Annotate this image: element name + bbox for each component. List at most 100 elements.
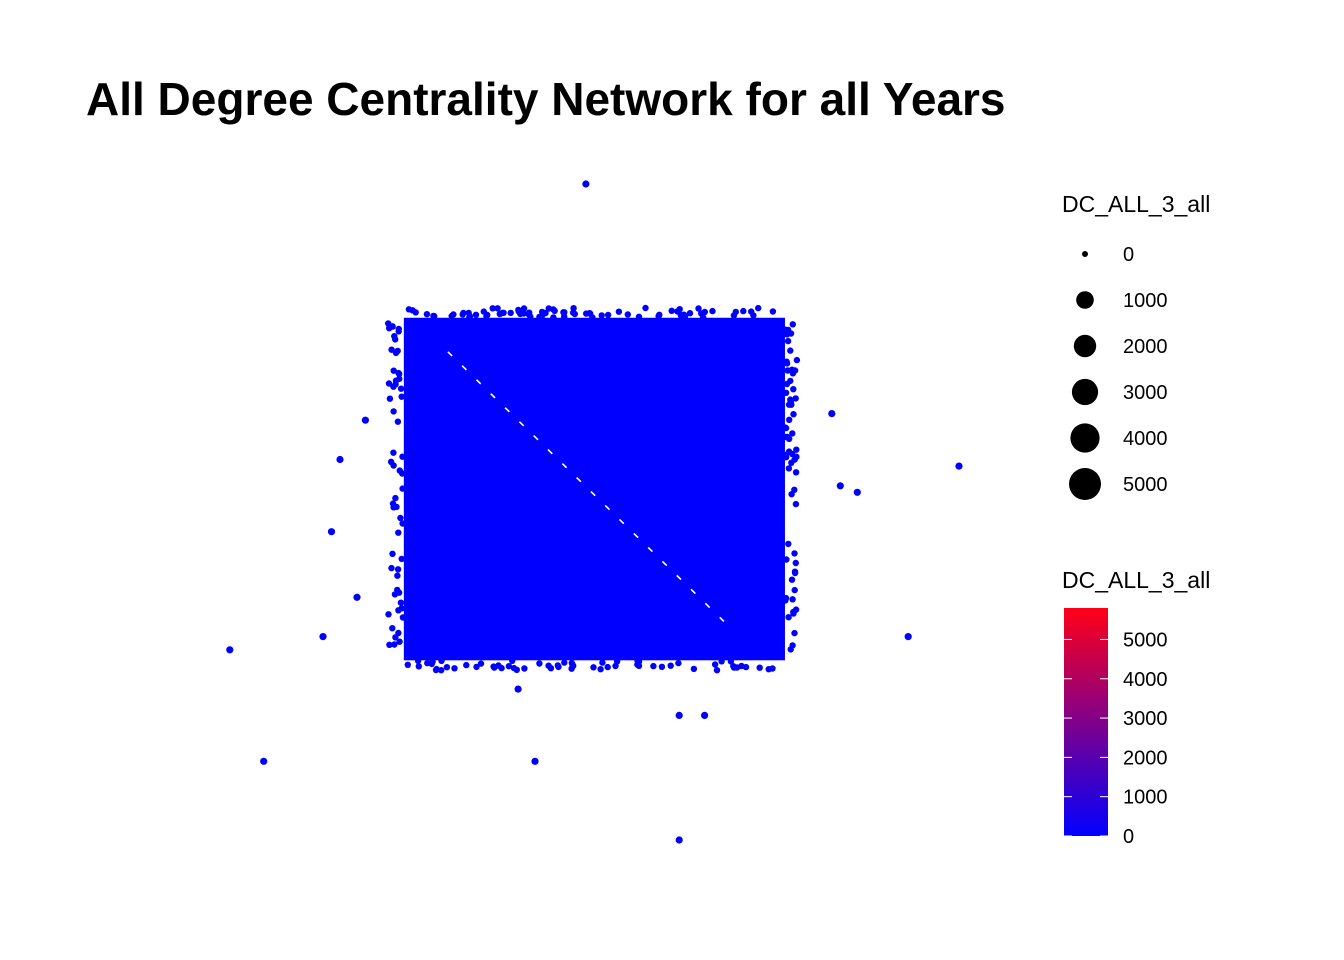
cluster-node [755,304,762,312]
cluster-node [547,665,555,672]
cluster-node [526,309,533,316]
cluster-node [507,309,514,317]
cluster-node [700,314,707,321]
cluster-node [748,308,755,315]
size-legend-label: 3000 [1123,382,1168,404]
size-legend-label: 1000 [1123,290,1168,312]
outlier-node [675,711,683,720]
colorbar-tick-label: 3000 [1123,708,1168,730]
cluster-node [385,380,393,387]
colorbar-tick-label: 4000 [1123,669,1168,691]
outlier-node [904,633,912,641]
cluster-node [790,411,797,418]
cluster-node [635,658,643,665]
cluster-node [792,559,799,567]
cluster-node [484,311,491,319]
cluster-node [490,663,497,670]
size-legend-symbol [1082,251,1088,257]
cluster-node [787,399,795,406]
cluster-node [451,665,458,672]
cluster-node [386,641,393,648]
cluster-node [473,663,480,671]
cluster-node [788,576,796,583]
cluster-node [550,314,557,321]
cluster-node [597,666,604,673]
outlier-node [226,646,234,654]
size-legend-title: DC_ALL_3_all [1062,191,1210,217]
cluster-node [635,313,643,320]
cluster-node [791,568,799,575]
outlier-node [836,482,844,490]
cluster-node [782,424,790,432]
cluster-node [781,326,789,333]
cluster-node [740,307,747,315]
cluster-node [675,659,682,667]
cluster-node [642,304,649,312]
cluster-node [404,661,411,668]
cluster-node [385,320,392,327]
outlier-node [828,410,836,418]
outlier-node [675,836,683,844]
size-legend-label: 5000 [1123,474,1168,496]
cluster-node [399,485,406,492]
cluster-node [782,389,790,396]
cluster-node [677,311,684,319]
cluster-node [448,312,455,320]
cluster-node [790,610,797,617]
outlier-node [361,416,369,424]
cluster-node [587,310,594,317]
cluster-node [392,349,400,357]
cluster-node [423,311,431,318]
cluster-node [783,360,791,367]
outlier-node [531,757,539,765]
cluster-node [472,311,480,318]
cluster-node [392,634,399,641]
cluster-node [789,321,796,328]
cluster-node [785,448,793,455]
cluster-node [656,311,663,318]
cluster-node [496,310,503,318]
size-legend-label: 4000 [1123,428,1168,450]
cluster-edge-nodes [385,304,801,674]
cluster-node [667,662,674,669]
outlier-nodes [226,180,963,844]
cluster-node [438,657,445,664]
cluster-node [718,658,725,665]
color-legend-title: DC_ALL_3_all [1062,567,1210,593]
cluster-node [790,386,797,393]
cluster-node [787,646,794,653]
cluster-node [668,307,675,314]
cluster-node [545,305,552,312]
cluster-node [498,664,505,672]
colorbar-tick-label: 5000 [1123,629,1168,651]
cluster-node [399,453,406,460]
size-legend-symbol [1069,468,1101,500]
cluster-node [785,465,793,472]
cluster-node [791,550,798,557]
chart-title: All Degree Centrality Network for all Ye… [86,73,1006,125]
cluster-node [793,446,800,453]
cluster-node [397,385,405,392]
cluster-node [429,658,436,665]
cluster-node [392,381,399,388]
cluster-node [686,310,694,317]
cluster-node [388,346,395,353]
outlier-node [327,528,336,536]
cluster-node [392,494,399,502]
cluster-node [792,395,799,402]
cluster-diagonal-gap [447,351,732,629]
cluster-node [658,663,666,670]
cluster-node [604,311,612,319]
cluster-node [787,347,794,354]
cluster-node [792,469,800,476]
cluster-node [727,658,735,665]
colorbar-tick-label: 2000 [1123,747,1168,769]
cluster-node [389,550,396,557]
cluster-node [650,662,657,670]
cluster-node [463,661,470,669]
color-legend: DC_ALL_3_all 0 1000 2000 3000 4000 5000 [1062,567,1210,848]
cluster-node [409,307,416,314]
cluster-node [695,305,702,312]
cluster-node [569,660,576,668]
